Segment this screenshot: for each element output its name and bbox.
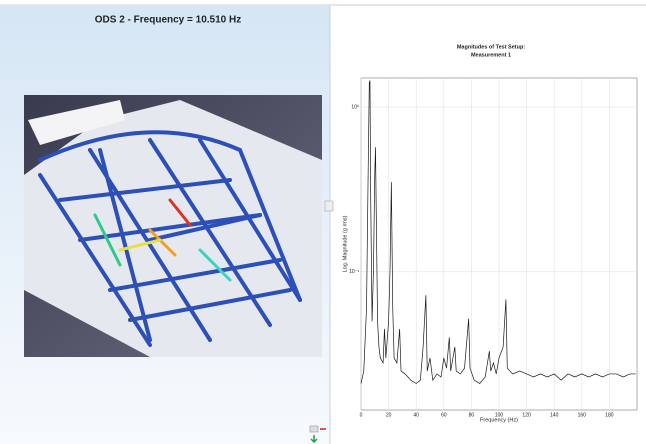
y-axis-label: Log. Magnitude (g rms) — [342, 215, 348, 272]
x-tick-label: 40 — [413, 412, 419, 418]
x-tick-label: 20 — [386, 412, 392, 418]
x-tick-label: 60 — [441, 412, 447, 418]
x-tick-label: 120 — [522, 412, 531, 418]
chart-subtitle: Measurement 1 — [471, 52, 511, 58]
x-tick-label: 140 — [550, 412, 559, 418]
x-tick-label: 80 — [469, 412, 475, 418]
x-tick-label: 160 — [578, 412, 587, 418]
screen: ODS 2 - Frequency = 10.510 Hz — [0, 0, 646, 444]
x-tick-label: 0 — [360, 412, 363, 418]
x-tick-label: 180 — [605, 412, 614, 418]
icon[interactable] — [310, 426, 318, 432]
page: {"panel": {"title": "ODS 2 - Frequency =… — [0, 0, 646, 444]
y-tick-label: 10⁰ — [351, 104, 359, 110]
x-tick-label: 100 — [495, 412, 504, 418]
y-tick-label: 10⁻¹ — [349, 269, 359, 275]
ods-image — [24, 95, 322, 357]
x-axis-label: Frequency (Hz) — [480, 417, 518, 423]
panel-title: ODS 2 - Frequency = 10.510 Hz — [95, 15, 241, 26]
splitter-handle[interactable] — [325, 201, 333, 211]
chart-title: Magnitudes of Test Setup: — [457, 44, 526, 50]
